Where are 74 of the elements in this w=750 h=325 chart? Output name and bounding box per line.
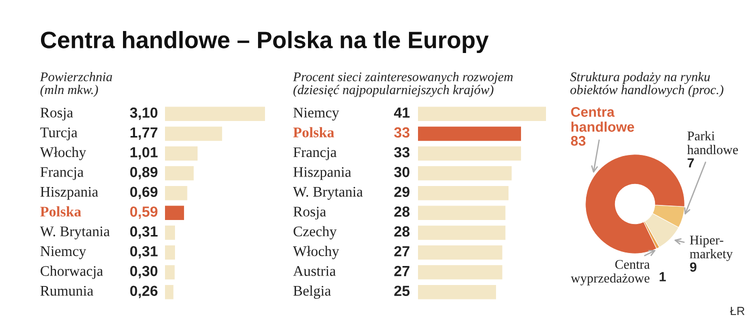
bar — [418, 186, 509, 200]
y-tick-label: Hiszpania — [40, 186, 98, 200]
y-tick-label: Polska — [40, 206, 82, 217]
y-tick-label: Francja — [40, 167, 84, 180]
data-label: 33 — [394, 127, 410, 138]
bar — [418, 166, 512, 180]
data-label: 3,10 — [130, 107, 158, 120]
y-tick-label: W. Brytania — [40, 226, 110, 240]
bar — [418, 106, 546, 122]
data-label: 28 — [394, 206, 410, 217]
data-label: 30 — [394, 166, 410, 178]
slice-label: Parki handlowe — [687, 131, 738, 154]
chart-subtitle: Powierzchnia (mln mkw.) — [40, 72, 112, 97]
data-label: 9 — [690, 262, 696, 272]
bar — [418, 245, 502, 260]
chart-subtitle: Procent sieci zainteresowanych rozwojem (dziesięć najpopularniejszych krajów) — [292, 72, 513, 97]
bar — [165, 226, 175, 240]
data-label: 29 — [394, 186, 410, 198]
data-label: 41 — [394, 108, 410, 118]
bar — [418, 265, 502, 280]
y-tick-label: Włochy — [293, 246, 340, 260]
bar — [165, 245, 175, 260]
bar — [165, 206, 184, 220]
data-label: 27 — [394, 266, 410, 276]
data-label: 0,59 — [130, 206, 158, 219]
y-tick-label: Belgia — [293, 285, 331, 299]
bar — [165, 265, 175, 280]
bar — [418, 284, 496, 300]
data-label: 28 — [394, 226, 410, 237]
bar — [418, 206, 506, 220]
y-tick-label: Francja — [293, 147, 337, 160]
data-label: 25 — [394, 286, 410, 296]
y-tick-label: Rumunia — [40, 286, 94, 296]
bar — [418, 226, 506, 240]
y-tick-label: Chorwacja — [40, 266, 103, 279]
y-tick-label: Niemcy — [40, 246, 86, 260]
y-tick-label: W. Brytania — [293, 186, 363, 200]
data-label: 33 — [394, 147, 410, 158]
y-tick-label: Rosja — [40, 108, 74, 121]
bar — [165, 166, 194, 180]
data-label: 0,31 — [130, 246, 158, 259]
data-label: 7 — [688, 158, 694, 168]
slice-label: Centra wyprzedażowe — [570, 260, 650, 286]
data-label: 1,77 — [130, 127, 158, 140]
data-label: 0,30 — [130, 266, 158, 278]
data-label: 0,26 — [130, 286, 158, 298]
donut-slice — [585, 154, 685, 254]
bar — [418, 126, 522, 141]
slice-label: Centra handlowe — [571, 107, 634, 132]
data-label: 27 — [394, 246, 410, 256]
bar — [165, 146, 198, 161]
bar — [165, 126, 222, 141]
bar — [165, 106, 265, 122]
data-label: 0,31 — [130, 226, 158, 239]
y-tick-label: Rosja — [293, 206, 326, 220]
slice-label: Hiper- markety — [690, 236, 733, 262]
y-tick-label: Polska — [293, 127, 334, 138]
bar — [165, 284, 174, 300]
y-tick-label: Hiszpania — [293, 167, 352, 180]
y-tick-label: Austria — [293, 266, 336, 276]
data-label: 0,89 — [130, 166, 158, 180]
data-label: 0,69 — [130, 186, 158, 200]
y-tick-label: Włochy — [40, 146, 86, 160]
y-tick-label: Czechy — [294, 226, 337, 240]
data-label: 1 — [660, 272, 666, 282]
bar — [165, 186, 188, 200]
data-label: 83 — [570, 136, 586, 146]
chart-subtitle: Struktura podaży na rynku obiektów handlowych (proc.) — [570, 72, 724, 97]
y-tick-label: Niemcy — [293, 108, 340, 121]
data-label: 1,01 — [130, 147, 158, 160]
bar — [418, 146, 522, 161]
y-tick-label: Turcja — [40, 128, 78, 140]
text: ŁR — [730, 306, 744, 316]
chart-title: Centra handlowe – Polska na tle Europy — [40, 30, 489, 54]
